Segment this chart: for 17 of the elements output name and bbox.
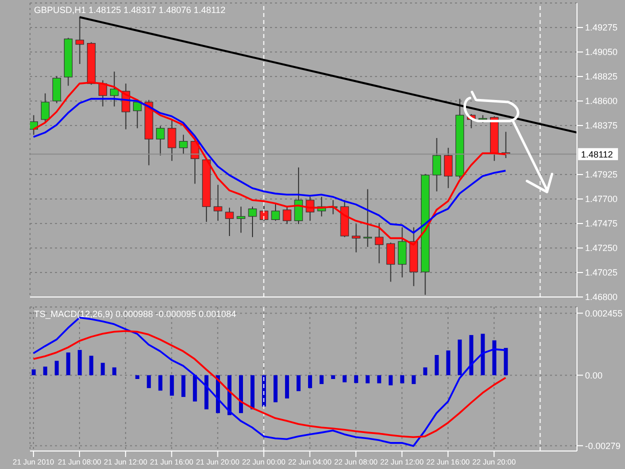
chart-title: TS_MACD(12,26,9) 0.000988 -0.000095 0.001084 — [34, 309, 236, 319]
y-tick-label: 1.47700 — [585, 194, 618, 204]
y-tick-label: 0.00 — [585, 370, 603, 380]
y-tick-label: 1.48375 — [585, 120, 618, 131]
y-tick-label: 1.49275 — [585, 22, 618, 33]
y-tick-label: 1.47025 — [585, 268, 618, 278]
y-tick-label: 1.48600 — [585, 96, 618, 106]
y-tick-label: 1.47925 — [585, 170, 618, 180]
y-tick-label: 1.48825 — [585, 72, 618, 82]
chart-title: GBPUSD,H1 1.48125 1.48317 1.48076 1.48112 — [34, 5, 226, 15]
y-tick-label: 1.49050 — [585, 47, 618, 58]
y-tick-label: 0.002455 — [585, 308, 623, 318]
y-tick-label: 1.47250 — [585, 243, 618, 254]
ref-line-label: 1.48112 — [581, 150, 613, 160]
y-tick-label: -0.00279 — [585, 440, 621, 451]
y-tick-label: 1.46800 — [585, 292, 618, 302]
y-tick-label: 1.47475 — [585, 218, 618, 229]
